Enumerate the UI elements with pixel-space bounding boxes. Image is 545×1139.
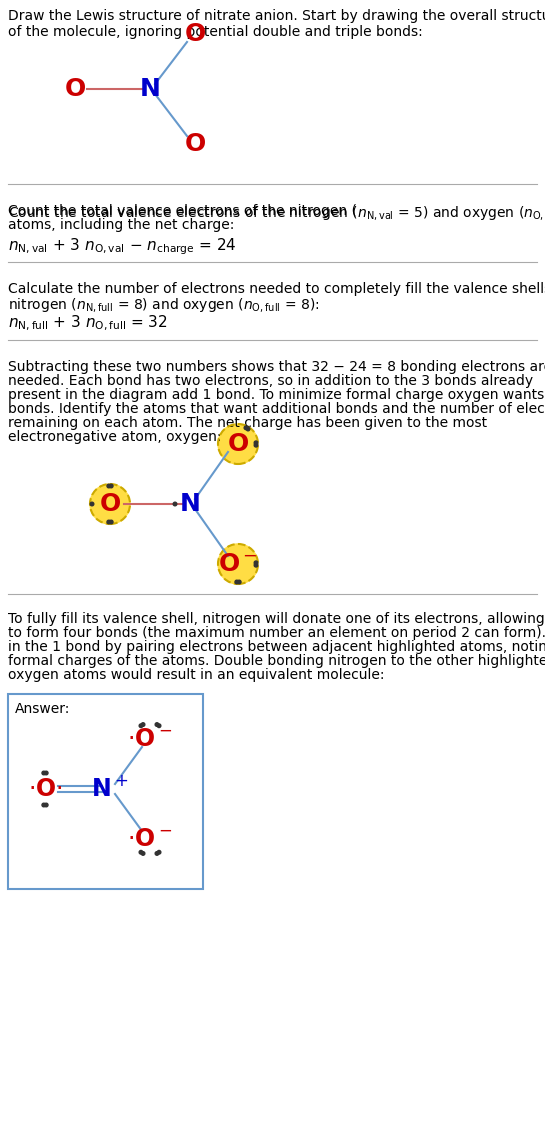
Circle shape (235, 580, 239, 584)
FancyBboxPatch shape (8, 694, 203, 890)
Circle shape (42, 803, 46, 806)
Text: Draw the Lewis structure of nitrate anion. Start by drawing the overall structur: Draw the Lewis structure of nitrate anio… (8, 9, 545, 23)
Text: O: O (184, 132, 205, 156)
Text: formal charges of the atoms. Double bonding nitrogen to the other highlighted: formal charges of the atoms. Double bond… (8, 654, 545, 667)
Circle shape (218, 424, 258, 464)
Text: in the 1 bond by pairing electrons between adjacent highlighted atoms, noting th: in the 1 bond by pairing electrons betwe… (8, 640, 545, 654)
Circle shape (44, 771, 48, 775)
Circle shape (254, 443, 258, 446)
Circle shape (141, 852, 145, 855)
Circle shape (173, 502, 177, 506)
Circle shape (90, 502, 94, 506)
Circle shape (44, 803, 48, 806)
Text: needed. Each bond has two electrons, so in addition to the 3 bonds already: needed. Each bond has two electrons, so … (8, 374, 533, 388)
Text: N$^+$: N$^+$ (92, 777, 129, 802)
Circle shape (244, 426, 248, 429)
Text: Count the total valence electrons of the nitrogen (: Count the total valence electrons of the… (8, 204, 357, 218)
Text: atoms, including the net charge:: atoms, including the net charge: (8, 218, 234, 232)
Circle shape (254, 564, 258, 567)
Circle shape (139, 724, 143, 728)
Circle shape (155, 852, 159, 855)
Circle shape (107, 484, 111, 487)
Text: $n_{\mathrm{N,val}}$ + 3 $n_{\mathrm{O,val}}$ $-$ $n_{\mathrm{charge}}$ = 24: $n_{\mathrm{N,val}}$ + 3 $n_{\mathrm{O,v… (8, 236, 237, 256)
Text: O$^-$: O$^-$ (218, 552, 258, 576)
Circle shape (158, 851, 161, 854)
Text: remaining on each atom. The net charge has been given to the most: remaining on each atom. The net charge h… (8, 416, 487, 431)
Text: present in the diagram add 1 bond. To minimize formal charge oxygen wants 2: present in the diagram add 1 bond. To mi… (8, 388, 545, 402)
Text: O: O (184, 22, 205, 46)
Text: O: O (64, 77, 86, 101)
Text: of the molecule, ignoring potential double and triple bonds:: of the molecule, ignoring potential doub… (8, 25, 423, 39)
Text: electronegative atom, oxygen:: electronegative atom, oxygen: (8, 431, 221, 444)
Circle shape (246, 427, 250, 431)
Circle shape (254, 562, 258, 565)
Text: O: O (99, 492, 120, 516)
Text: O: O (227, 432, 249, 456)
Text: bonds. Identify the atoms that want additional bonds and the number of electrons: bonds. Identify the atoms that want addi… (8, 402, 545, 416)
Circle shape (155, 723, 159, 727)
Text: $\cdot$O$^-$: $\cdot$O$^-$ (128, 827, 173, 851)
Text: N: N (179, 492, 201, 516)
Text: $\cdot$O$^-$: $\cdot$O$^-$ (128, 727, 173, 751)
Circle shape (238, 580, 241, 584)
Circle shape (218, 544, 258, 584)
Text: $n_{\mathrm{N,full}}$ + 3 $n_{\mathrm{O,full}}$ = 32: $n_{\mathrm{N,full}}$ + 3 $n_{\mathrm{O,… (8, 314, 168, 334)
Text: $\cdot$O$\cdot$: $\cdot$O$\cdot$ (28, 777, 62, 801)
Text: Subtracting these two numbers shows that 32 − 24 = 8 bonding electrons are: Subtracting these two numbers shows that… (8, 360, 545, 374)
Text: Count the total valence electrons of the nitrogen ($n_{\mathrm{N,val}}$ = 5) and: Count the total valence electrons of the… (8, 204, 545, 222)
Circle shape (110, 521, 113, 524)
Text: Answer:: Answer: (15, 702, 70, 716)
Circle shape (107, 521, 111, 524)
Text: oxygen atoms would result in an equivalent molecule:: oxygen atoms would result in an equivale… (8, 667, 385, 682)
Text: nitrogen ($n_{\mathrm{N,full}}$ = 8) and oxygen ($n_{\mathrm{O,full}}$ = 8):: nitrogen ($n_{\mathrm{N,full}}$ = 8) and… (8, 296, 319, 314)
Circle shape (254, 441, 258, 444)
Text: To fully fill its valence shell, nitrogen will donate one of its electrons, allo: To fully fill its valence shell, nitroge… (8, 612, 545, 626)
Text: N: N (140, 77, 160, 101)
Circle shape (110, 484, 113, 487)
Text: to form four bonds (the maximum number an element on period 2 can form). Fill: to form four bonds (the maximum number a… (8, 626, 545, 640)
Circle shape (90, 484, 130, 524)
Circle shape (42, 771, 46, 775)
Circle shape (141, 723, 145, 727)
Text: Calculate the number of electrons needed to completely fill the valence shells f: Calculate the number of electrons needed… (8, 282, 545, 296)
Circle shape (158, 724, 161, 728)
Circle shape (139, 851, 143, 854)
